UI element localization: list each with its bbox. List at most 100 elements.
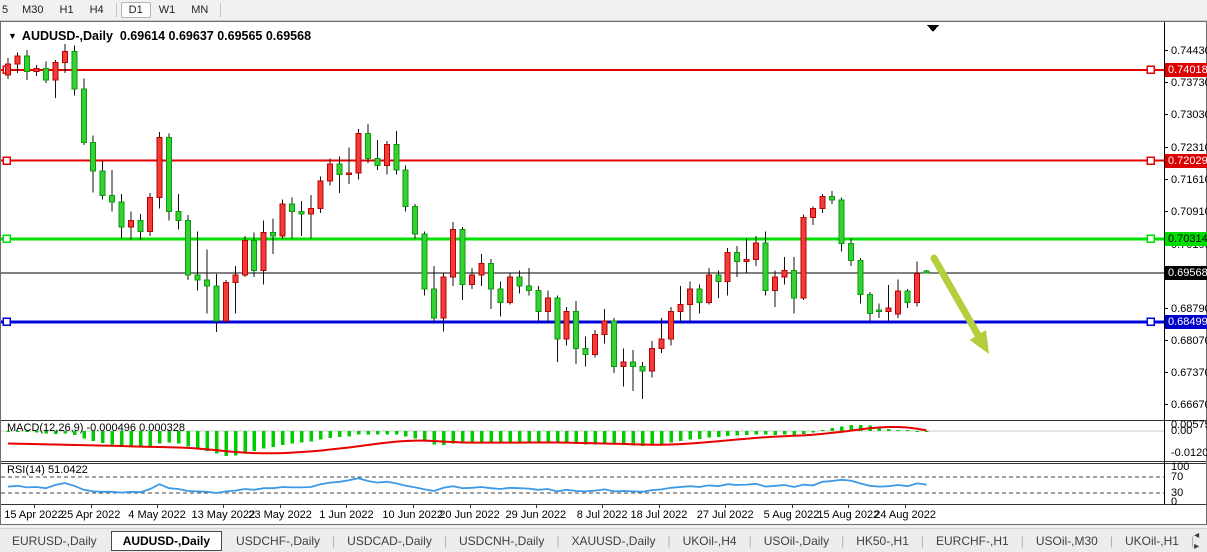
chart-window: ▼ AUDUSD-,Daily 0.69614 0.69637 0.69565 0… — [0, 21, 1207, 525]
axis-tick — [1164, 50, 1168, 51]
time-axis-tick — [725, 505, 727, 508]
symbol-tab-ukoil-h1[interactable]: UKOil-,H1 — [1124, 533, 1179, 548]
time-axis-label: 23 May 2022 — [248, 509, 312, 521]
axis-tick — [1164, 307, 1168, 309]
price-axis-label: 0.74430 — [1164, 45, 1207, 57]
time-axis-tick — [223, 505, 225, 508]
price-axis-label: 0.70910 — [1164, 206, 1207, 218]
toolbar-separator — [220, 3, 222, 17]
tab-separator: | — [841, 533, 845, 548]
pane-separator-macd-rsi-b — [1, 462, 1206, 464]
line-handle[interactable] — [1146, 156, 1155, 165]
macd-signal-line — [7, 426, 927, 455]
line-handle[interactable] — [2, 234, 11, 244]
symbol-tab-usdcnh-daily[interactable]: USDCNH-,Daily — [458, 533, 545, 548]
price-axis-label: 0.73030 — [1164, 109, 1207, 121]
tab-separator: | — [1190, 533, 1195, 548]
hline-resistance-upper[interactable] — [1, 65, 1164, 75]
time-axis-tick — [280, 505, 282, 508]
time-axis-label: 8 Jul 2022 — [576, 509, 628, 521]
chart-title-symbol: AUDUSD-,Daily — [21, 29, 113, 43]
timeframe-button-5[interactable]: 5 — [2, 4, 9, 16]
rsi-scale-30: 30 — [1171, 487, 1184, 499]
time-axis-label: 1 Jun 2022 — [319, 509, 374, 521]
symbol-tab-xauusd-daily[interactable]: XAUUSD-,Daily — [571, 533, 656, 548]
candles-group — [5, 44, 930, 399]
price-badge-0.72029: 0.72029 — [1165, 153, 1207, 168]
axis-tick — [1164, 210, 1168, 212]
time-axis-label: 15 Apr 2022 — [4, 509, 64, 521]
time-axis-label: 18 Jul 2022 — [630, 509, 688, 521]
axis-tick — [1164, 81, 1168, 83]
timeframe-button-mn[interactable]: MN — [191, 4, 209, 16]
time-axis-tick — [412, 505, 414, 508]
axis-tick — [1164, 404, 1168, 406]
price-axis-label: 0.71610 — [1164, 174, 1207, 186]
time-axis-label: 13 May 2022 — [191, 509, 256, 521]
time-axis-tick — [157, 505, 159, 508]
symbol-tab-usdchf-daily[interactable]: USDCHF-,Daily — [236, 533, 321, 548]
time-axis-tick — [905, 505, 907, 508]
time-axis-label: 25 Apr 2022 — [61, 509, 121, 521]
symbol-tab-hk50-h1[interactable]: HK50-,H1 — [856, 533, 909, 548]
timeframe-button-d1[interactable]: D1 — [120, 2, 151, 18]
time-axis-tick — [658, 505, 660, 508]
macd-pane[interactable] — [1, 421, 1164, 460]
symbol-tab-audusd-daily[interactable]: AUDUSD-,Daily — [110, 530, 223, 551]
timeframe-button-h1[interactable]: H1 — [59, 4, 74, 16]
time-axis-tick — [90, 505, 92, 508]
line-handle[interactable] — [1146, 317, 1155, 327]
toolbar-separator — [115, 3, 117, 17]
axis-tick — [1164, 146, 1168, 148]
hline-support-blue[interactable] — [1, 317, 1164, 327]
hline-resistance-lower[interactable] — [1, 156, 1164, 165]
chart-title: ▼ AUDUSD-,Daily 0.69614 0.69637 0.69565 0… — [8, 29, 311, 43]
symbol-dropdown-icon[interactable]: ▼ — [8, 31, 17, 41]
line-handle[interactable] — [1146, 234, 1155, 244]
pane-separator-macd-rsi-a — [1, 460, 1206, 462]
axis-tick — [1164, 178, 1168, 180]
time-axis-tick — [848, 505, 850, 508]
rsi-pane[interactable] — [1, 462, 1164, 504]
timeframe-button-w1[interactable]: W1 — [158, 4, 176, 16]
symbol-tab-eurchf-h1[interactable]: EURCHF-,H1 — [936, 533, 1009, 548]
tab-separator: | — [556, 533, 560, 548]
time-axis-tick — [535, 505, 537, 508]
macd-scale-max: 0.005752 — [1171, 419, 1207, 431]
tab-separator: | — [748, 533, 752, 548]
price-axis-divider — [1164, 22, 1165, 504]
timeframe-toolbar: 5 M30 H1 H4 D1 W1 MN — [0, 0, 1207, 21]
axis-tick — [1164, 340, 1168, 342]
pane-separator-main-macd — [1, 420, 1206, 421]
price-badge-0.69568: 0.69568 — [1165, 266, 1207, 280]
line-handle[interactable] — [2, 156, 11, 165]
timeframe-button-m30[interactable]: M30 — [22, 4, 44, 16]
pane-separator-rsi-timeaxis — [1, 504, 1206, 505]
axis-tick — [1164, 372, 1168, 374]
time-axis-label: 20 Jun 2022 — [439, 509, 500, 521]
price-axis-label: 0.73730 — [1164, 77, 1207, 89]
trend-arrow-annotation[interactable] — [930, 254, 989, 354]
time-axis-tick — [602, 505, 604, 508]
line-handle[interactable] — [1146, 65, 1155, 75]
symbol-tab-usoil-m30[interactable]: USOil-,M30 — [1035, 533, 1098, 548]
rsi-indicator-label: RSI(14) 51.0422 — [7, 464, 88, 476]
line-handle[interactable] — [2, 317, 11, 327]
time-axis-label: 5 Aug 2022 — [763, 509, 820, 521]
symbol-tab-eurusd-daily[interactable]: EURUSD-,Daily — [12, 533, 97, 548]
tab-separator: | — [920, 533, 925, 548]
timeframe-button-h4[interactable]: H4 — [89, 4, 104, 16]
rsi-scale-100: 100 — [1171, 461, 1190, 473]
price-axis-label: 0.72310 — [1164, 142, 1207, 154]
symbol-tab-ukoil-h4[interactable]: UKOil-,H4 — [682, 533, 737, 548]
time-axis-label: 24 Aug 2022 — [874, 509, 937, 521]
main-chart-pane[interactable] — [1, 22, 1164, 419]
hline-pivot-green[interactable] — [1, 234, 1164, 244]
time-axis-tick — [791, 505, 793, 508]
chart-shift-marker-icon[interactable] — [927, 25, 939, 32]
macd-scale-zero: 0.00 — [1171, 425, 1193, 437]
price-axis-label: 0.68790 — [1164, 303, 1207, 315]
tab-scroll-arrows[interactable]: ◂ ▸ — [1194, 529, 1205, 552]
symbol-tab-usoil-daily[interactable]: USOil-,Daily — [763, 533, 830, 548]
symbol-tab-usdcad-daily[interactable]: USDCAD-,Daily — [347, 533, 432, 548]
